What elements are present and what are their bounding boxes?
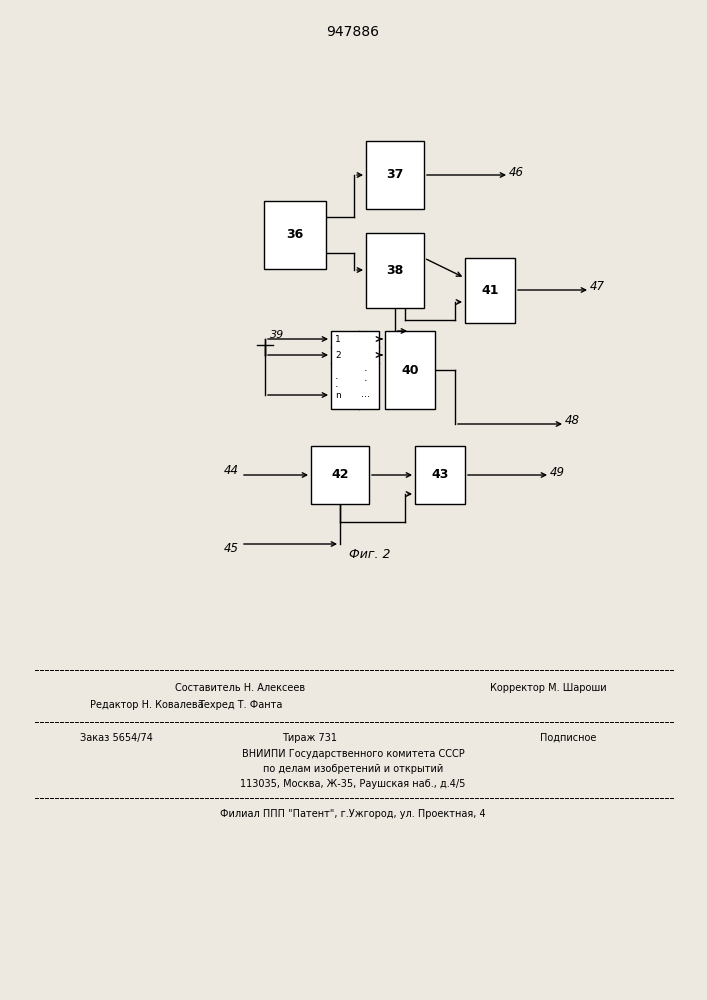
Bar	[366, 232, 424, 308]
Text: 2: 2	[335, 351, 341, 360]
Bar	[331, 331, 379, 409]
Text: 44: 44	[223, 464, 238, 477]
Text: 49: 49	[549, 466, 564, 479]
Text: 40: 40	[402, 363, 419, 376]
Text: ·: ·	[364, 366, 368, 376]
Text: 46: 46	[508, 165, 523, 178]
Text: 36: 36	[286, 229, 303, 241]
Text: 1: 1	[335, 334, 341, 344]
Text: ·: ·	[364, 376, 368, 386]
Text: 45: 45	[223, 542, 238, 556]
Text: ·: ·	[335, 374, 339, 384]
Bar	[465, 257, 515, 322]
Bar	[311, 446, 369, 504]
Text: Составитель Н. Алексеев: Составитель Н. Алексеев	[175, 683, 305, 693]
Text: Подписное: Подписное	[540, 733, 597, 743]
Text: 39: 39	[270, 330, 284, 340]
Text: 43: 43	[431, 468, 449, 482]
Text: Филиал ППП "Патент", г.Ужгород, ул. Проектная, 4: Филиал ППП "Патент", г.Ужгород, ул. Прое…	[220, 809, 486, 819]
Text: Тираж 731: Тираж 731	[283, 733, 337, 743]
Text: 38: 38	[386, 263, 404, 276]
Text: Техред Т. Фанта: Техред Т. Фанта	[198, 700, 282, 710]
Text: ВНИИПИ Государственного комитета СССР: ВНИИПИ Государственного комитета СССР	[242, 749, 464, 759]
Bar	[366, 141, 424, 209]
Text: Заказ 5654/74: Заказ 5654/74	[80, 733, 153, 743]
Text: 947886: 947886	[327, 25, 380, 39]
Text: Редактор Н. Ковалева: Редактор Н. Ковалева	[90, 700, 204, 710]
Text: по делам изобретений и открытий: по делам изобретений и открытий	[263, 764, 443, 774]
Bar	[385, 331, 435, 409]
Text: ·: ·	[335, 382, 339, 392]
Bar	[415, 446, 465, 504]
Text: ···: ···	[361, 392, 370, 402]
Text: Корректор М. Шароши: Корректор М. Шароши	[490, 683, 607, 693]
Text: 47: 47	[590, 280, 604, 294]
Text: 41: 41	[481, 284, 498, 296]
Text: 48: 48	[564, 414, 580, 428]
Bar	[264, 201, 326, 269]
Text: 113035, Москва, Ж-35, Раушская наб., д.4/5: 113035, Москва, Ж-35, Раушская наб., д.4…	[240, 779, 466, 789]
Text: Фиг. 2: Фиг. 2	[349, 548, 391, 562]
Text: 42: 42	[332, 468, 349, 482]
Text: 37: 37	[386, 168, 404, 182]
Text: n: n	[335, 390, 341, 399]
